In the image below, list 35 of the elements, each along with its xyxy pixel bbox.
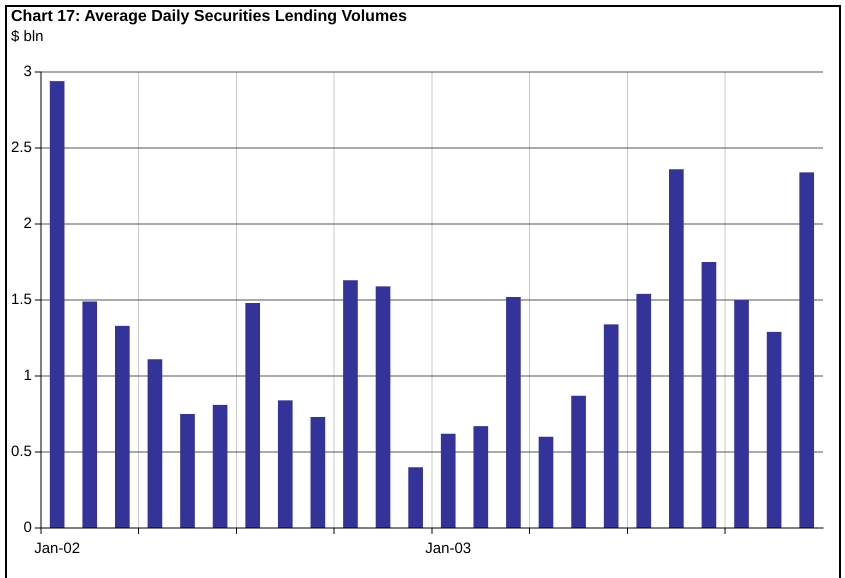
y-axis-title: $ bln: [11, 28, 44, 45]
bar: [669, 169, 684, 528]
bar: [473, 426, 488, 528]
bar: [50, 81, 64, 528]
bar: [408, 467, 423, 528]
bar: [702, 262, 716, 528]
bar: [506, 296, 521, 528]
bar: [571, 396, 586, 528]
bar: [376, 286, 390, 528]
chart-title: Chart 17: Average Daily Securities Lending Volumes: [11, 8, 407, 26]
bar: [636, 294, 652, 528]
bar: [310, 417, 326, 528]
y-tick-label: 0: [24, 519, 32, 536]
bar: [148, 359, 162, 528]
bar: [245, 303, 260, 528]
y-tick-label: 1.5: [10, 291, 32, 308]
bar: [212, 404, 228, 528]
x-tick-label: Jan-02: [34, 540, 80, 558]
y-tick-label: 2: [24, 215, 32, 232]
bar: [278, 400, 293, 528]
y-tick-label: 3: [24, 63, 32, 80]
bar: [440, 434, 456, 528]
y-tick-label: 1: [24, 367, 32, 384]
x-tick-label: Jan-03: [425, 540, 472, 558]
bar: [82, 302, 98, 528]
bar: [799, 172, 814, 528]
y-tick-label: 0.5: [10, 443, 32, 460]
bar: [180, 414, 195, 528]
bar: [538, 436, 554, 528]
y-tick-label: 2.5: [10, 139, 32, 156]
bar: [114, 326, 130, 528]
bar: [604, 324, 618, 528]
bar: [766, 332, 782, 528]
bar: [734, 300, 749, 528]
bar: [343, 280, 358, 528]
